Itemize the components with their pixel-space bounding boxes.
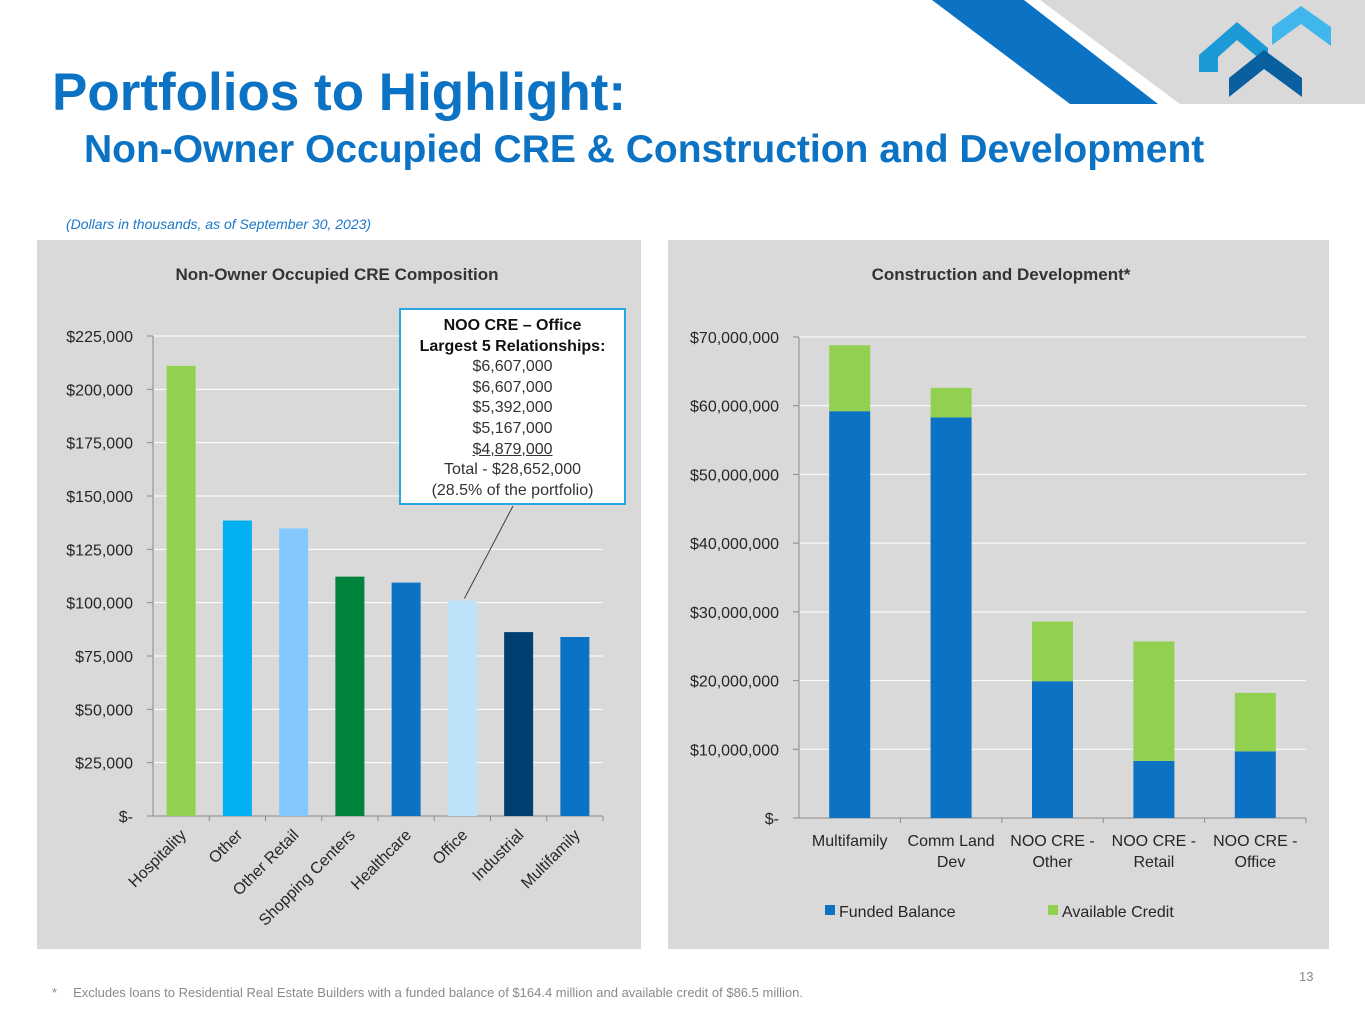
y-tick-label: $25,000 — [75, 756, 133, 773]
x-tick-label: Shopping Centers — [256, 827, 359, 930]
bar-segment — [1032, 681, 1073, 818]
bar-segment — [1032, 621, 1073, 682]
x-tick-label: NOO CRE -Other — [1010, 833, 1094, 871]
callout-value: $6,607,000 — [472, 358, 553, 376]
x-tick-label: Healthcare — [348, 827, 415, 894]
x-tick-label: Other — [206, 826, 247, 867]
noo-cre-panel: Non-Owner Occupied CRE Composition $- $25,… — [37, 240, 641, 949]
bar-segment — [1234, 751, 1276, 818]
chart-title: Construction and Development* — [872, 265, 1131, 284]
bar-segment — [829, 411, 871, 818]
legend-label: Available Credit — [1062, 904, 1174, 921]
construction-chart: Construction and Development* $- $10,000,0… — [690, 265, 1307, 921]
legend-swatch — [825, 905, 835, 915]
company-logo-icon — [1199, 6, 1331, 97]
callout-subtitle: Largest 5 Relationships: — [419, 337, 606, 355]
x-tick-label: Office — [430, 827, 471, 868]
x-tick-label: NOO CRE -Office — [1213, 833, 1297, 871]
office-callout: NOO CRE – Office Largest 5 Relationships… — [399, 308, 626, 505]
y-tick-label: $20,000,000 — [690, 674, 779, 691]
bar — [391, 582, 421, 816]
bar — [560, 637, 590, 816]
legend-label: Funded Balance — [839, 904, 956, 921]
y-tick-label: $200,000 — [66, 382, 133, 399]
y-tick-label: $10,000,000 — [690, 742, 779, 759]
y-tick-label: $125,000 — [66, 542, 133, 559]
y-tick-label: $100,000 — [66, 596, 133, 613]
y-tick-label: $- — [119, 809, 133, 826]
bar-segment — [930, 387, 972, 418]
callout-total: Total - $28,652,000 — [444, 461, 581, 479]
units-note: (Dollars in thousands, as of September 3… — [66, 216, 372, 232]
bar-segment — [1133, 641, 1175, 761]
y-tick-label: $40,000,000 — [690, 536, 779, 553]
x-tick-label: Multifamily — [812, 833, 888, 850]
page-number: 13 — [1299, 969, 1314, 984]
x-tick-label: Multifamily — [518, 827, 583, 892]
bar-segment — [930, 417, 972, 818]
blue-stripe — [932, 0, 1158, 104]
y-tick-label: $50,000 — [75, 702, 133, 719]
bar — [335, 576, 365, 816]
bar — [504, 632, 534, 816]
y-tick-label: $- — [765, 811, 779, 828]
y-tick-label: $60,000,000 — [690, 399, 779, 416]
y-tick-label: $50,000,000 — [690, 467, 779, 484]
callout-leader-line — [463, 505, 514, 599]
bar-segment — [1234, 692, 1276, 752]
x-tick-label: Comm Land Dev — [908, 833, 995, 871]
bar-segment — [829, 345, 871, 412]
y-tick-label: $150,000 — [66, 489, 133, 506]
footnote-marker: * — [52, 985, 58, 1000]
callout-share: (28.5% of the portfolio) — [431, 481, 594, 499]
footnote-text: Excludes loans to Residential Real Estat… — [73, 985, 803, 1000]
bar — [166, 365, 196, 816]
x-tick-label: Industrial — [470, 827, 528, 885]
page-subtitle: Non-Owner Occupied CRE & Construction an… — [84, 128, 1205, 171]
x-tick-label: NOO CRE -Retail — [1112, 833, 1196, 871]
callout-title: NOO CRE – Office — [443, 317, 582, 334]
bar — [279, 528, 309, 816]
page-title: Portfolios to Highlight: — [52, 63, 627, 122]
y-tick-label: $30,000,000 — [690, 605, 779, 622]
y-tick-label: $175,000 — [66, 436, 133, 453]
bar — [447, 600, 477, 816]
legend-swatch — [1048, 905, 1058, 915]
y-tick-label: $70,000,000 — [690, 330, 779, 347]
footnote: * Excludes loans to Residential Real Esta… — [52, 985, 803, 1000]
bar — [222, 520, 252, 816]
bar-segment — [1133, 760, 1175, 818]
x-tick-label: Hospitality — [126, 827, 190, 891]
y-tick-label: $225,000 — [66, 329, 133, 346]
chart-title: Non-Owner Occupied CRE Composition — [175, 265, 498, 284]
noo-cre-chart: Non-Owner Occupied CRE Composition $- $25,… — [66, 265, 604, 930]
callout-value: $5,392,000 — [472, 399, 553, 417]
y-tick-label: $75,000 — [75, 649, 133, 666]
callout-value: $5,167,000 — [472, 419, 553, 437]
header-decoration — [932, 0, 1365, 104]
callout-value: $4,879,000 — [472, 440, 553, 458]
callout-value: $6,607,000 — [472, 378, 553, 396]
construction-panel: Construction and Development* $- $10,000,0… — [668, 240, 1329, 949]
